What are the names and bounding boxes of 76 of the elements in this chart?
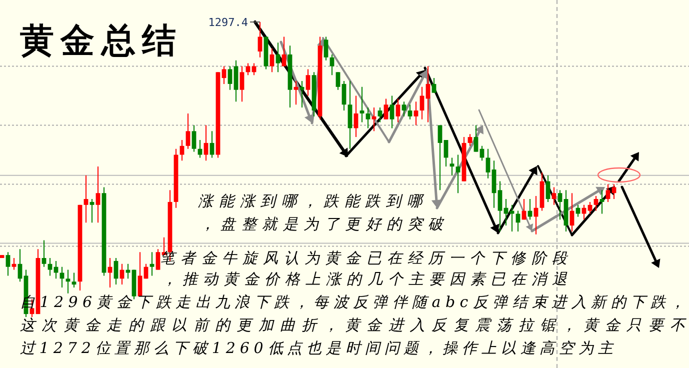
candlestick bbox=[342, 80, 346, 111]
candlestick bbox=[54, 260, 58, 280]
candlestick bbox=[6, 252, 10, 276]
candlestick bbox=[294, 80, 298, 106]
candlestick bbox=[468, 134, 472, 146]
candlestick bbox=[504, 198, 508, 226]
candlestick bbox=[588, 201, 592, 214]
candlestick bbox=[498, 180, 502, 232]
candlestick bbox=[372, 107, 376, 132]
candlestick bbox=[582, 204, 586, 220]
candlestick bbox=[324, 36, 328, 61]
candlestick bbox=[594, 196, 598, 212]
candlestick bbox=[42, 240, 46, 268]
candlestick bbox=[600, 190, 604, 214]
annotation: 涨能涨到哪，跌能跌到哪 bbox=[198, 192, 425, 210]
candlestick bbox=[198, 140, 202, 158]
candlestick bbox=[126, 263, 130, 280]
candlestick bbox=[432, 78, 436, 94]
candlestick bbox=[276, 42, 280, 73]
candlestick bbox=[108, 258, 112, 288]
candlestick bbox=[282, 36, 286, 67]
candlestick bbox=[510, 204, 514, 232]
candlestick bbox=[84, 174, 88, 224]
candlestick bbox=[492, 160, 496, 208]
annotation: 这次黄金走的跟以前的更加曲折，黄金进入反复震荡拉锯，黄金只要不 bbox=[20, 316, 687, 334]
annotation: 笔者金牛旋风认为黄金已在经历一个下修阶段 bbox=[160, 249, 569, 267]
candlestick bbox=[72, 272, 76, 288]
chart-title: 黄金总结 bbox=[20, 21, 176, 61]
candlestick bbox=[414, 101, 418, 126]
annotation: ，盘整就是为了更好的突破 bbox=[200, 215, 445, 233]
candlestick bbox=[552, 186, 556, 206]
candlestick bbox=[96, 166, 100, 224]
candlestick bbox=[48, 258, 52, 276]
candlestick bbox=[438, 124, 442, 191]
candlestick bbox=[612, 184, 616, 200]
candlestick bbox=[384, 98, 388, 120]
candlestick bbox=[336, 72, 340, 90]
candlestick bbox=[90, 198, 94, 224]
candlestick bbox=[360, 86, 364, 123]
candlestick bbox=[408, 104, 412, 120]
candlestick bbox=[444, 140, 448, 168]
candlestick bbox=[270, 48, 274, 73]
candlestick bbox=[186, 112, 190, 150]
candlestick bbox=[378, 107, 382, 123]
candlestick bbox=[606, 184, 610, 202]
candlestick bbox=[390, 95, 394, 129]
candlestick bbox=[210, 130, 214, 158]
candlestick bbox=[558, 190, 562, 220]
candlestick bbox=[222, 66, 226, 84]
candlestick bbox=[396, 98, 400, 123]
candlestick bbox=[474, 124, 478, 152]
candlestick bbox=[156, 248, 160, 270]
annotation: ，推动黄金价格上涨的几个主要因素已在消退 bbox=[162, 270, 568, 288]
candlestick bbox=[300, 80, 304, 108]
candlestick bbox=[180, 140, 184, 162]
candlestick bbox=[402, 101, 406, 117]
candlestick bbox=[234, 60, 238, 102]
candlestick bbox=[576, 204, 580, 218]
candlestick bbox=[486, 148, 490, 179]
candlestick bbox=[456, 154, 460, 194]
candlestick bbox=[240, 66, 244, 102]
candlestick bbox=[192, 124, 196, 152]
candlestick bbox=[330, 54, 334, 76]
candlestick bbox=[204, 124, 208, 162]
candlestick bbox=[66, 269, 70, 294]
candlestick bbox=[306, 68, 310, 96]
annotation: 1297.4 bbox=[208, 16, 248, 29]
candlestick bbox=[114, 258, 118, 286]
candlestick bbox=[366, 107, 370, 129]
candlestick bbox=[150, 252, 154, 276]
candlestick bbox=[450, 157, 454, 176]
candlestick bbox=[228, 66, 232, 90]
candlestick bbox=[348, 80, 352, 150]
text: 过1272位置那么下破1260低点也是时间问题，操作上以逢高空为主 bbox=[20, 339, 614, 357]
candlestick bbox=[12, 258, 16, 270]
candlestick bbox=[546, 174, 550, 202]
